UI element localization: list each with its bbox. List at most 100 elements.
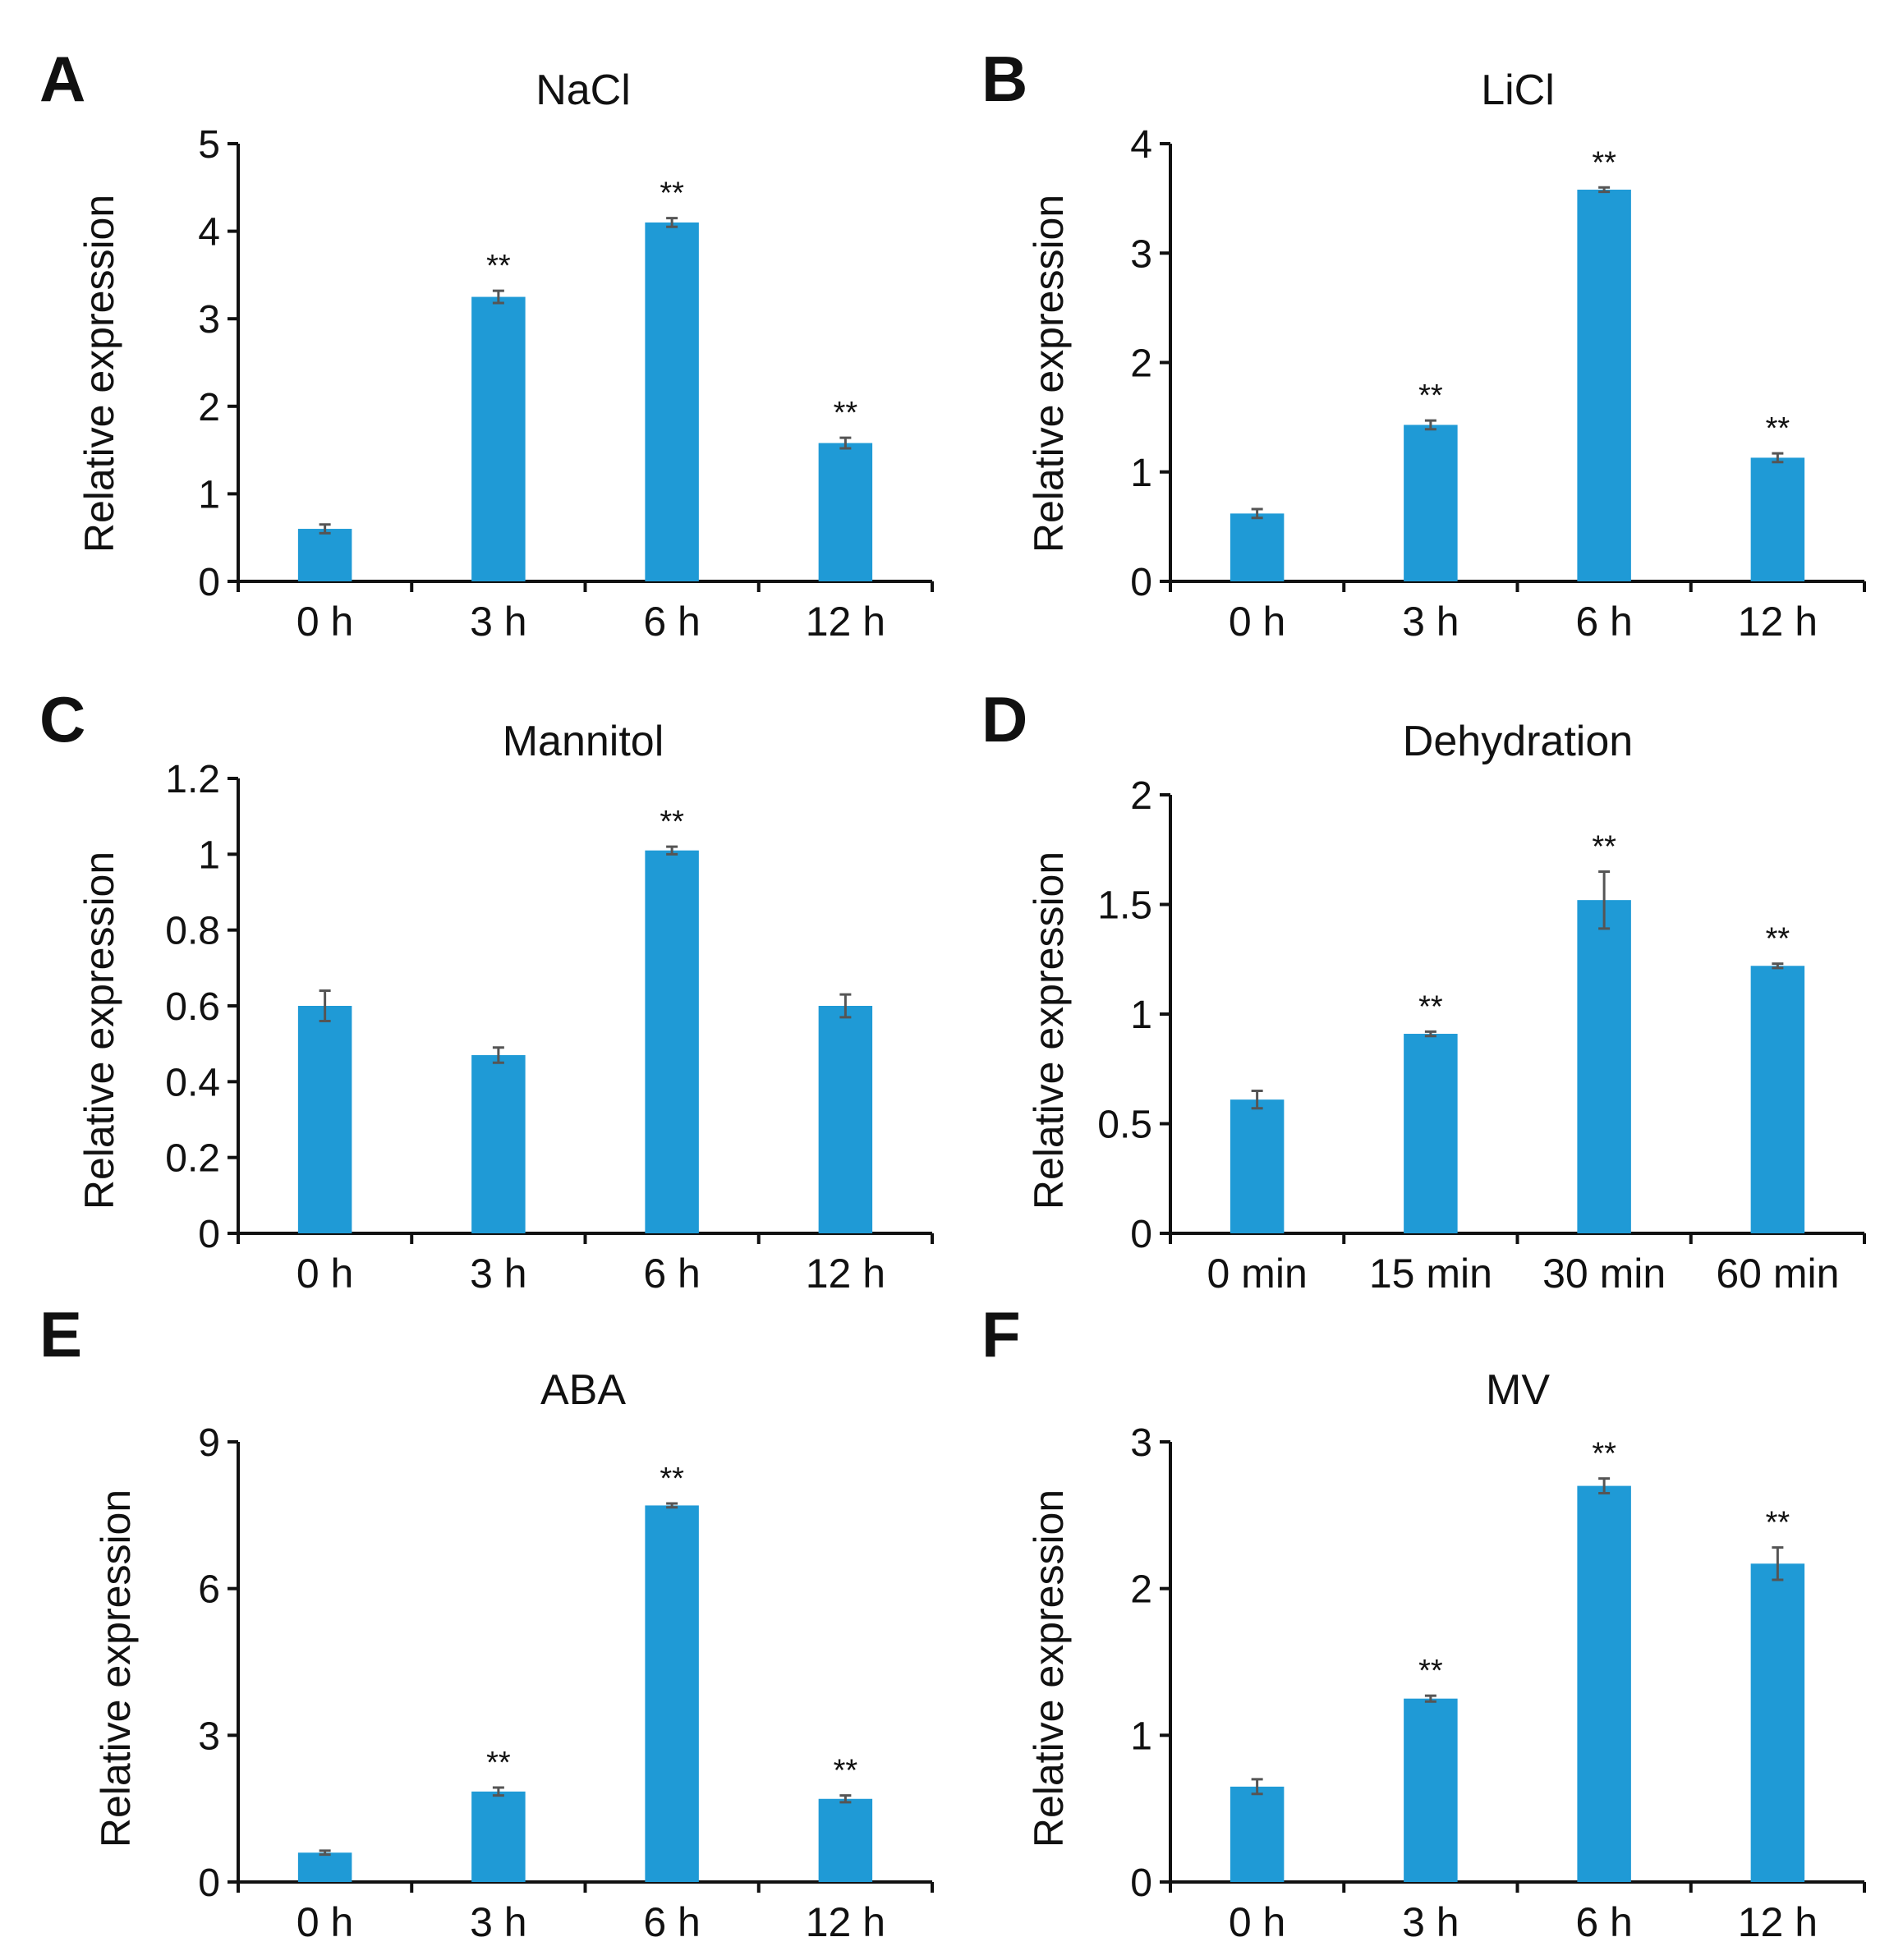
panel-letter-f: F — [981, 1298, 1021, 1370]
significance-label: ** — [1766, 1506, 1790, 1540]
panel-f: F MV Relative expression — [981, 1298, 1550, 1848]
x-tick-label: 0 h — [1229, 1899, 1286, 1945]
panel-d: D Dehydration Relative expression — [981, 683, 1633, 1210]
x-tick-label: 6 h — [1575, 1899, 1633, 1945]
error-bar — [666, 845, 678, 856]
significance-label: ** — [486, 249, 511, 283]
y-tick-label: 1 — [198, 833, 220, 877]
y-tick-label: 9 — [198, 1421, 220, 1465]
error-bar — [319, 523, 331, 535]
y-tick-label: 0.4 — [165, 1061, 220, 1104]
panel-c: C Mannitol Relative expression — [39, 683, 664, 1210]
error-bar — [1772, 1546, 1784, 1581]
y-axis-label-b: Relative expression — [1026, 195, 1072, 553]
y-tick-label: 3 — [1130, 232, 1152, 276]
bar — [297, 1852, 352, 1882]
chart-body-c: 0 0.2 0.4 0.6 0.8 1 1.2 0 h 3 h ** 6 h 12 h — [165, 758, 934, 1297]
error-bar — [1251, 1778, 1263, 1796]
error-bar — [1598, 186, 1611, 194]
x-tick-label: 3 h — [470, 1251, 527, 1297]
panel-b: B LiCl Relative expression — [981, 43, 1555, 553]
bar — [471, 1055, 526, 1233]
y-tick-label: 2 — [1130, 1568, 1152, 1612]
bar — [1750, 966, 1805, 1233]
y-tick-label: 3 — [198, 1714, 220, 1758]
error-bar — [1251, 1089, 1263, 1110]
x-tick-label: 3 h — [470, 1899, 527, 1945]
error-bar — [839, 1794, 852, 1804]
significance-label: ** — [660, 805, 684, 839]
panel-letter-b: B — [981, 43, 1027, 115]
y-axis-label-e: Relative expression — [93, 1490, 139, 1848]
y-tick-label: 1 — [1130, 1714, 1152, 1758]
error-bar — [1424, 1030, 1436, 1038]
y-tick-label: 4 — [1130, 123, 1152, 167]
significance-label: ** — [1418, 989, 1443, 1024]
error-bar — [1598, 1477, 1611, 1495]
x-tick-label: 60 min — [1716, 1251, 1839, 1297]
significance-label: ** — [1418, 379, 1443, 413]
bar — [1577, 900, 1631, 1233]
error-bar — [839, 436, 852, 450]
x-tick-label: 6 h — [643, 599, 701, 645]
bar — [645, 222, 699, 581]
chart-body-d: 0 0.5 1 1.5 2 0 min ** 15 min ** 30 min ** 60 min — [1097, 774, 1866, 1297]
y-axis-label-c: Relative expression — [76, 851, 122, 1210]
significance-label: ** — [660, 1462, 684, 1496]
y-axis-label-d: Relative expression — [1026, 851, 1072, 1210]
chart-title-a: NaCl — [536, 67, 631, 114]
significance-label: ** — [486, 1746, 511, 1780]
x-tick-label: 12 h — [806, 1251, 885, 1297]
x-tick-label: 6 h — [643, 1899, 701, 1945]
y-tick-label: 1 — [1130, 452, 1152, 495]
bar — [1577, 189, 1631, 581]
y-tick-label: 0.5 — [1097, 1104, 1152, 1147]
significance-label: ** — [1592, 1437, 1616, 1471]
error-bar — [319, 1849, 331, 1857]
x-tick-label: 30 min — [1542, 1251, 1666, 1297]
y-tick-label: 1 — [1130, 994, 1152, 1037]
y-tick-label: 2 — [1130, 774, 1152, 818]
chart-title-e: ABA — [540, 1366, 626, 1414]
chart-title-f: MV — [1486, 1366, 1550, 1414]
y-tick-label: 4 — [198, 211, 220, 255]
y-tick-label: 0 — [1130, 1213, 1152, 1256]
significance-label: ** — [1592, 829, 1616, 864]
y-tick-label: 1.2 — [165, 758, 220, 801]
bar — [471, 296, 526, 581]
chart-body-a: 0 1 2 3 4 5 0 h ** 3 h ** 6 h ** 12 h — [198, 123, 934, 645]
x-tick-label: 12 h — [1738, 599, 1818, 645]
bar — [1750, 1563, 1805, 1882]
error-bar — [492, 1786, 504, 1797]
error-bar — [492, 289, 504, 305]
y-tick-label: 3 — [198, 298, 220, 342]
bar — [1404, 1034, 1458, 1233]
error-bar — [1772, 962, 1784, 970]
x-tick-label: 12 h — [1738, 1899, 1818, 1945]
bar — [1404, 1698, 1458, 1882]
significance-label: ** — [834, 396, 858, 430]
error-bar — [1772, 452, 1784, 464]
x-tick-label: 3 h — [1402, 599, 1459, 645]
x-tick-label: 12 h — [806, 599, 885, 645]
bar — [1404, 425, 1458, 581]
error-bar — [666, 217, 678, 228]
bar — [818, 1798, 873, 1882]
chart-body-b: 0 1 2 3 4 0 h ** 3 h ** 6 h ** 12 h — [1130, 123, 1866, 645]
x-tick-label: 3 h — [1402, 1899, 1459, 1945]
bar — [471, 1791, 526, 1882]
y-tick-label: 0 — [198, 1213, 220, 1256]
y-tick-label: 0.6 — [165, 985, 220, 1029]
panel-letter-c: C — [39, 683, 85, 755]
x-tick-label: 0 h — [1229, 599, 1286, 645]
x-tick-label: 0 h — [296, 1251, 354, 1297]
panel-a: A NaCl Relative expression — [39, 43, 631, 553]
error-bar — [1424, 419, 1436, 431]
y-tick-label: 5 — [198, 123, 220, 167]
y-tick-label: 0 — [1130, 561, 1152, 604]
x-tick-label: 0 min — [1207, 1251, 1307, 1297]
error-bar — [1251, 507, 1263, 520]
y-tick-label: 1.5 — [1097, 884, 1152, 928]
